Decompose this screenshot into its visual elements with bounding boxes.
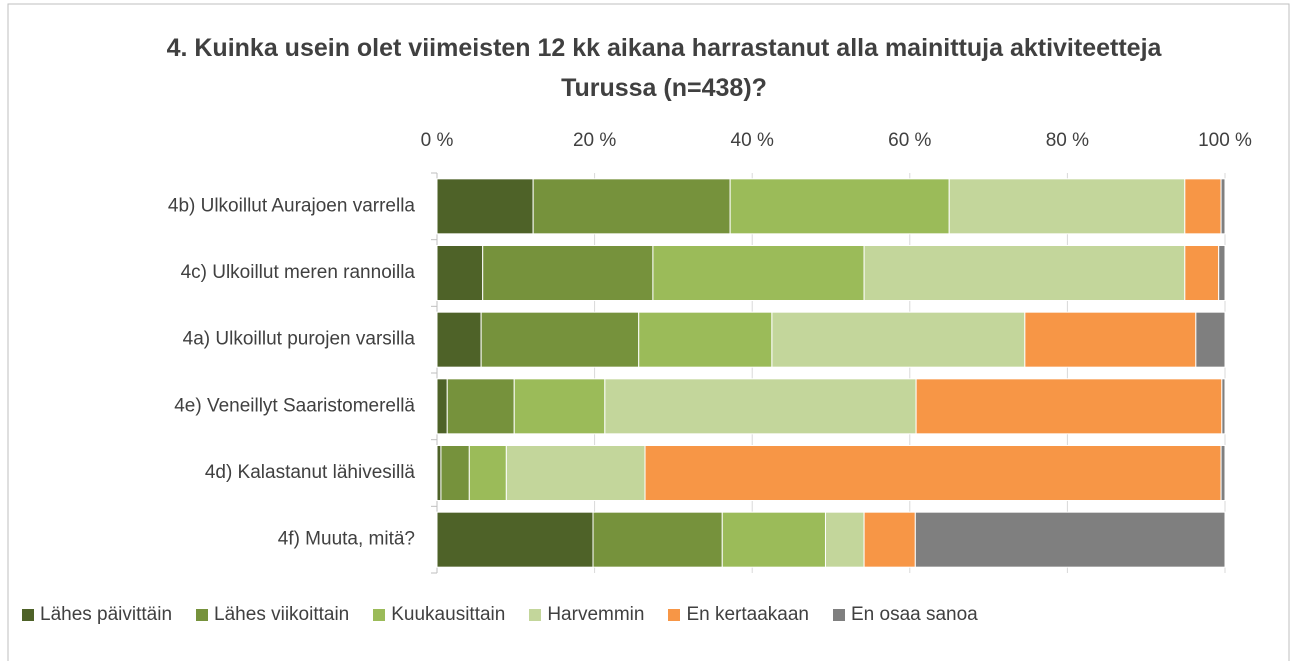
bar [436, 378, 448, 435]
legend-swatch [22, 609, 34, 621]
legend-item: Harvemmin [529, 604, 644, 626]
legend-item: Lähes päivittäin [22, 604, 172, 626]
bar [652, 245, 865, 301]
legend-item: En osaa sanoa [832, 604, 978, 626]
legend-swatch [373, 609, 386, 621]
bar [915, 378, 1223, 435]
bar [436, 245, 484, 301]
bar [468, 445, 507, 501]
bar [771, 311, 1026, 368]
bar [644, 445, 1222, 501]
bar [1221, 378, 1226, 435]
legend-label: En osaa sanoa [850, 604, 978, 625]
chart-title: 4. Kuinka usein olet viimeisten 12 kk ai… [166, 34, 1162, 102]
legend-label: En kertaakaan [686, 604, 809, 625]
y-tick-label: 4d) Kalastanut lähivesillä [205, 462, 416, 483]
y-tick-label: 4f) Muuta, mitä? [278, 529, 415, 550]
legend-label: Kuukausittain [391, 604, 506, 625]
bar [638, 311, 773, 368]
legend-swatch [668, 609, 681, 621]
legend-label: Harvemmin [547, 604, 645, 625]
x-tick-label: 40 % [731, 130, 774, 151]
bar [436, 178, 534, 235]
legend-item: Kuukausittain [373, 604, 505, 626]
bar [1220, 178, 1226, 235]
y-tick-label: 4e) Veneillyt Saaristomerellä [174, 395, 415, 416]
bar [482, 245, 654, 301]
legend-item: En kertaakaan [668, 604, 809, 626]
legend-swatch [529, 609, 542, 621]
y-tick-label: 4b) Ulkoillut Aurajoen varrella [168, 195, 416, 216]
bar [1195, 311, 1226, 368]
bar [824, 511, 865, 568]
bar [721, 511, 826, 568]
legend-label: Lähes viikoittain [214, 604, 350, 625]
bar [1024, 311, 1197, 368]
legend-swatch [832, 609, 845, 621]
bar [1218, 245, 1226, 301]
legend-item: Lähes viikoittain [196, 604, 349, 626]
bar [446, 378, 515, 435]
y-tick-label: 4a) Ulkoillut purojen varsilla [183, 329, 416, 350]
legend-label: Lähes päivittäin [40, 604, 173, 625]
x-tick-label: 80 % [1046, 130, 1089, 151]
x-tick-label: 60 % [888, 130, 931, 151]
bar [1220, 445, 1226, 501]
bar [592, 511, 723, 568]
y-tick-label: 4c) Ulkoillut meren rannoilla [181, 262, 416, 283]
frame [7, 3, 1290, 661]
bar [863, 511, 916, 568]
bar [513, 378, 606, 435]
bar [729, 178, 950, 235]
bar [436, 445, 442, 501]
bar [1184, 178, 1222, 235]
bar [436, 311, 482, 368]
bar [863, 245, 1186, 301]
bar [505, 445, 646, 501]
bar [532, 178, 731, 235]
x-tick-label: 20 % [573, 130, 616, 151]
bar [948, 178, 1186, 235]
x-tick-label: 0 % [421, 130, 454, 151]
bar [440, 445, 470, 501]
bar [436, 511, 594, 568]
bar [480, 311, 640, 368]
bar [914, 511, 1226, 568]
x-tick-label: 100 % [1198, 130, 1252, 151]
bar [1184, 245, 1220, 301]
legend-swatch [196, 609, 209, 621]
bar [604, 378, 917, 435]
legend: Lähes päivittäin Lähes viikoittain Kuukaus… [22, 604, 978, 626]
